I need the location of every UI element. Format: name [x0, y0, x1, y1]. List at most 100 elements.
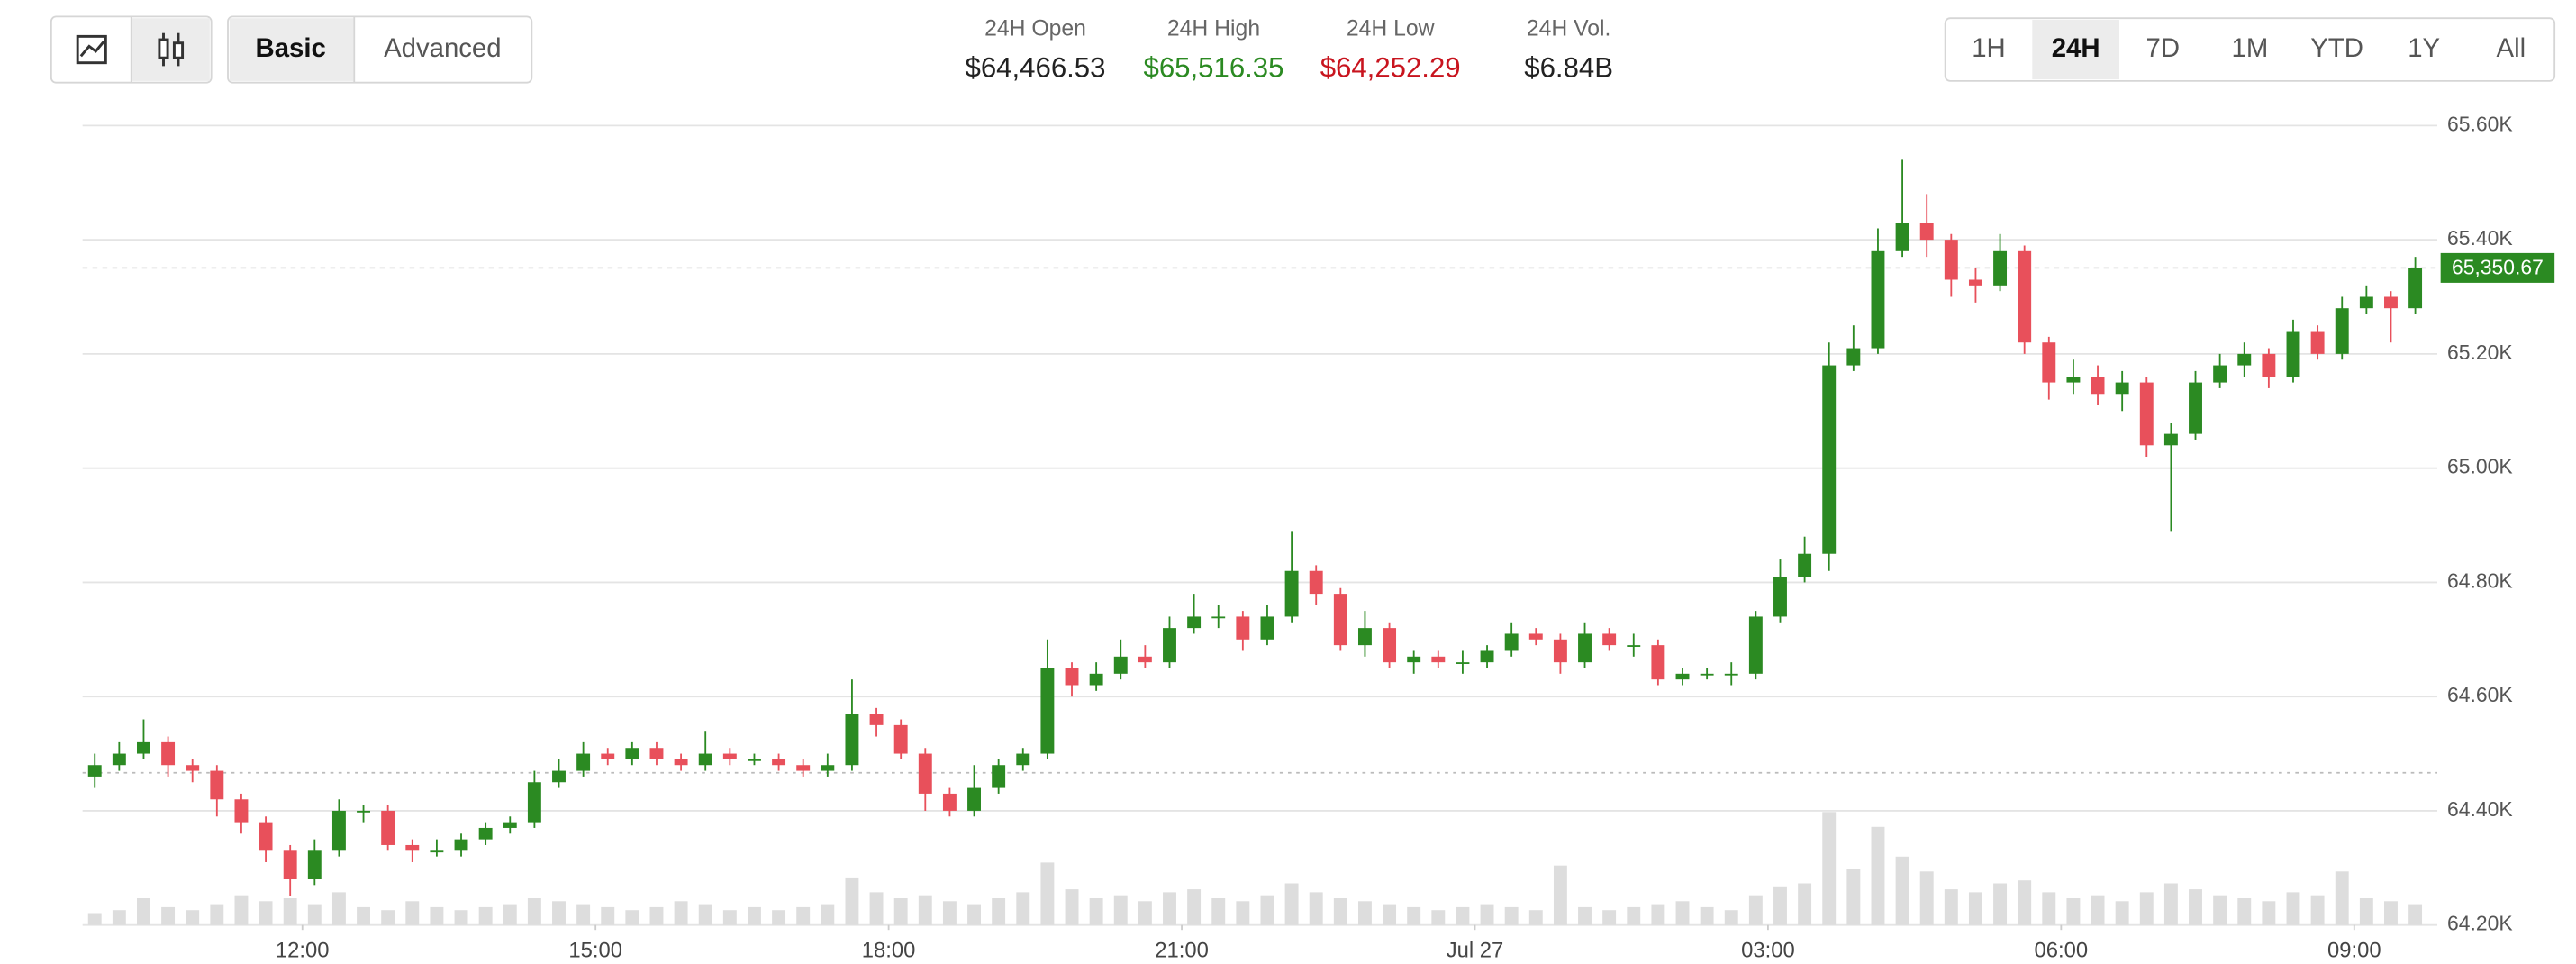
volume-bar — [357, 906, 371, 925]
candle-body — [331, 810, 346, 851]
line-icon[interactable] — [76, 34, 107, 65]
candle-body — [1675, 673, 1690, 680]
volume-bar — [2066, 898, 2081, 925]
range-button[interactable]: 1M — [2232, 33, 2269, 63]
candle-body — [503, 822, 517, 828]
volume-bar — [1602, 910, 1617, 925]
volume-bar — [331, 892, 346, 925]
candle-body — [1773, 577, 1787, 617]
volume-bar — [2262, 901, 2276, 925]
candle-button[interactable] — [132, 18, 210, 81]
volume-bar — [2018, 880, 2032, 925]
candle-body — [357, 810, 371, 813]
volume-bar — [601, 906, 615, 925]
candle-body — [2237, 353, 2252, 366]
candle-body — [1944, 240, 1958, 280]
volume-bar — [1944, 889, 1958, 925]
x-tick-label: 18:00 — [862, 938, 916, 962]
volume-bar — [2091, 895, 2105, 925]
candle-body — [186, 765, 200, 771]
mode-button[interactable]: Advanced — [384, 33, 501, 63]
mode-button[interactable]: Basic — [256, 33, 326, 63]
range-button[interactable]: 24H — [2052, 33, 2100, 63]
candle-body — [796, 765, 811, 771]
y-tick-label: 65.60K — [2447, 112, 2513, 135]
volume-bar — [1456, 906, 1470, 925]
x-tick-label: 03:00 — [1741, 938, 1795, 962]
candle-body — [1383, 628, 1397, 663]
volume-bar — [1065, 889, 1079, 925]
candle-body — [1627, 645, 1641, 647]
candle-icon[interactable] — [158, 32, 185, 67]
candle-body — [967, 787, 981, 811]
volume-bar — [1846, 869, 1861, 925]
range-button[interactable]: All — [2497, 33, 2526, 63]
candle-body — [161, 741, 176, 766]
volume-bar — [454, 910, 468, 925]
candle-body — [1846, 348, 1861, 366]
volume-bar — [2237, 898, 2252, 925]
candle-body — [1309, 570, 1323, 595]
volume-bar — [1187, 889, 1202, 925]
candle-body — [430, 850, 444, 853]
candle-body — [1651, 645, 1665, 680]
y-tick-label: 64.20K — [2447, 912, 2513, 935]
candle-body — [821, 765, 835, 771]
x-tick-label: 09:00 — [2327, 938, 2381, 962]
candle-body — [1700, 673, 1714, 676]
volume-bar — [1260, 895, 1274, 925]
candle-body — [1211, 616, 1226, 619]
volume-bar — [2384, 901, 2398, 925]
candle-body — [1456, 662, 1470, 664]
volume-bar — [430, 906, 444, 925]
candle-body — [1578, 633, 1592, 663]
volume-bar — [1627, 906, 1641, 925]
volume-bar — [1968, 892, 1982, 925]
candle-body — [381, 810, 395, 845]
candle-body — [698, 753, 712, 766]
mode-active-bg — [229, 18, 354, 81]
volume-bar — [2115, 901, 2129, 925]
candle-body — [1089, 673, 1103, 686]
candle-body — [772, 759, 786, 766]
volume-bar — [1675, 901, 1690, 925]
range-button[interactable]: 7D — [2146, 33, 2181, 63]
volume-bar — [772, 910, 786, 925]
candle-body — [942, 793, 957, 811]
candle-body — [259, 822, 273, 851]
x-tick-label: 12:00 — [276, 938, 330, 962]
candle-body — [1163, 628, 1176, 663]
volume-bar — [1284, 883, 1299, 925]
volume-bar — [1919, 871, 1934, 925]
x-tick-label: 15:00 — [568, 938, 622, 962]
y-tick-label: 64.40K — [2447, 797, 2513, 821]
candle-body — [601, 753, 615, 759]
volume-bar — [1993, 883, 2008, 925]
volume-bar — [1504, 906, 1519, 925]
volume-bar — [1798, 883, 1812, 925]
volume-bar — [1211, 898, 1226, 925]
volume-bar — [845, 877, 859, 925]
candle-body — [1260, 616, 1274, 640]
volume-bar — [1871, 826, 1885, 925]
volume-bar — [1040, 862, 1055, 925]
range-button[interactable]: 1H — [1972, 33, 2006, 63]
volume-bar — [137, 898, 150, 925]
candle-body — [1040, 668, 1055, 754]
candle-body — [552, 770, 566, 783]
candle-body — [1871, 250, 1885, 349]
candle-body — [869, 714, 884, 725]
x-tick-label: 21:00 — [1155, 938, 1209, 962]
candle-body — [1333, 594, 1347, 646]
candle-body — [1236, 616, 1250, 640]
volume-bar — [821, 904, 835, 925]
y-tick-label: 65.00K — [2447, 455, 2513, 478]
volume-bar — [2213, 895, 2227, 925]
range-button[interactable]: YTD — [2310, 33, 2363, 63]
candle-body — [137, 741, 150, 754]
last-price-label: 65,350.67 — [2452, 255, 2544, 278]
stat-label: 24H Low — [1347, 17, 1435, 41]
volume-bar — [186, 910, 200, 925]
range-button[interactable]: 1Y — [2408, 33, 2440, 63]
volume-bar — [1748, 895, 1763, 925]
